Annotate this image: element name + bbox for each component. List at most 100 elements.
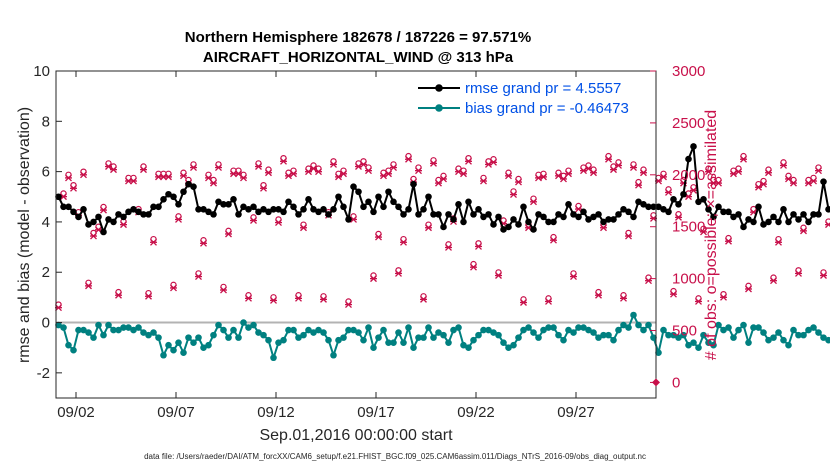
- obs-assimilated-point: [245, 294, 252, 302]
- bias-point: [225, 334, 232, 341]
- rmse-point: [230, 195, 237, 203]
- bias-point: [570, 329, 577, 336]
- rmse-point: [180, 188, 187, 196]
- obs-assimilated-point: [825, 221, 830, 229]
- obs-assimilated-point: [295, 294, 302, 302]
- rmse-point: [90, 218, 97, 226]
- rmse-point: [70, 208, 77, 216]
- bias-point: [405, 324, 412, 331]
- rmse-point: [330, 206, 337, 213]
- rmse-point: [245, 206, 252, 213]
- bias-point: [205, 341, 212, 349]
- rmse-point: [720, 208, 727, 216]
- obs-assimilated-point: [210, 179, 217, 187]
- obs-assimilated-point: [630, 164, 637, 172]
- legend: rmse grand pr = 4.5557 bias grand pr = -…: [418, 80, 629, 117]
- bias-point: [300, 331, 307, 339]
- rmse-point: [795, 216, 802, 223]
- bias-point: [115, 326, 122, 334]
- bias-point: [770, 334, 777, 341]
- rmse-point: [705, 206, 712, 213]
- obs-assimilated-point: [490, 158, 497, 166]
- bias-point: [235, 334, 242, 341]
- rmse-point: [790, 211, 797, 218]
- rmse-point: [785, 218, 792, 226]
- obs-assimilated-point: [360, 160, 367, 168]
- bias-point: [280, 336, 287, 344]
- rmse-point: [560, 213, 567, 221]
- rmse-point: [280, 208, 287, 216]
- bias-point: [730, 334, 737, 341]
- rmse-point: [300, 206, 307, 213]
- rmse-point: [550, 218, 557, 226]
- obs-assimilated-point: [605, 155, 612, 163]
- obs-assimilated-point: [385, 170, 392, 178]
- left-y-tick-label: 2: [42, 264, 50, 281]
- obs-assimilated-point: [600, 224, 607, 232]
- bias-point: [785, 341, 792, 349]
- bias-point: [135, 324, 142, 331]
- bias-point: [120, 324, 127, 331]
- rmse-point: [625, 208, 632, 216]
- rmse-point: [370, 208, 377, 216]
- rmse-point: [775, 218, 782, 226]
- obs-assimilated-point: [260, 184, 267, 192]
- bias-point: [465, 344, 472, 351]
- obs-assimilated-point: [445, 244, 452, 251]
- bias-point: [780, 336, 787, 344]
- rmse-point: [670, 195, 677, 203]
- obs-assimilated-point: [170, 284, 177, 292]
- obs-assimilated-point: [240, 174, 247, 182]
- obs-assimilated-point: [255, 163, 262, 170]
- rmse-point: [510, 216, 517, 223]
- obs-assimilated-point: [195, 273, 202, 281]
- bias-point: [505, 344, 512, 351]
- rmse-point: [475, 206, 482, 213]
- obs-assimilated-point: [695, 297, 702, 305]
- bias-point: [100, 331, 107, 339]
- obs-assimilated-point: [340, 170, 347, 178]
- bias-point: [90, 334, 97, 341]
- obs-assimilated-point: [770, 277, 777, 285]
- obs-assimilated-point: [300, 224, 307, 232]
- right-y-tick-label: 3000: [672, 63, 705, 80]
- obs-assimilated-point: [150, 238, 157, 246]
- bias-point: [370, 344, 377, 351]
- bias-point: [805, 326, 812, 334]
- rmse-point: [595, 211, 602, 218]
- rmse-point: [335, 193, 342, 201]
- bias-point: [630, 311, 637, 319]
- rmse-point: [700, 195, 707, 203]
- bias-point: [425, 324, 432, 331]
- right-y-tick-label: 500: [672, 323, 697, 340]
- right-y-axis-label: # of obs: o=possible; ×=assimilated: [703, 110, 720, 360]
- obs-assimilated-point: [815, 167, 822, 175]
- rmse-point: [605, 216, 612, 223]
- bias-point: [150, 329, 157, 336]
- bias-point: [740, 321, 747, 329]
- obs-assimilated-point: [670, 290, 677, 298]
- rmse-point: [225, 201, 232, 208]
- obs-assimilated-point: [595, 291, 602, 299]
- rmse-point: [480, 213, 487, 221]
- bias-point: [155, 334, 162, 341]
- bias-point: [400, 339, 407, 346]
- rmse-point: [570, 211, 577, 218]
- legend-rmse-label: rmse grand pr = 4.5557: [465, 80, 621, 97]
- rmse-point: [275, 206, 282, 213]
- obs-assimilated-point: [470, 263, 477, 271]
- rmse-point: [455, 201, 462, 208]
- bias-point: [720, 326, 727, 334]
- x-axis-ticks: 09/02 09/07 09/12 09/17 09/22 09/27: [57, 71, 595, 421]
- obs-assimilated-point: [495, 272, 502, 279]
- rmse-point: [290, 203, 297, 211]
- left-y-tick-label: -2: [37, 365, 50, 382]
- rmse-point: [255, 208, 262, 216]
- obs-assimilated-point: [400, 238, 407, 246]
- plot-frame: [55, 70, 657, 399]
- rmse-point: [585, 216, 592, 223]
- left-y-tick-label: 10: [33, 63, 50, 80]
- rmse-point: [780, 206, 787, 213]
- rmse-point: [735, 211, 742, 218]
- rmse-point: [385, 188, 392, 196]
